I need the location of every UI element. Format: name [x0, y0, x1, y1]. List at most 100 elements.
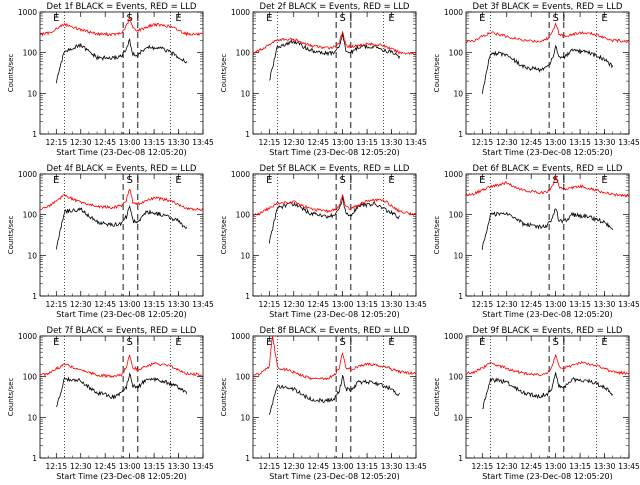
marker-label: E: [388, 13, 394, 24]
x-tick-label: 13:45: [405, 138, 427, 147]
y-tick-label: 1: [32, 130, 37, 139]
y-tick-label: 1000: [231, 332, 250, 341]
x-axis-label: Start Time (23-Dec-08 12:05:20): [56, 472, 187, 480]
y-axis-label: Counts/sec: [433, 378, 441, 417]
events-series-line: [268, 375, 400, 415]
marker-label: E: [388, 337, 394, 348]
marker-label: I: [562, 13, 565, 24]
x-tick-label: 12:45: [520, 300, 542, 309]
x-tick-label: 12:45: [94, 138, 116, 147]
marker-label: E: [479, 13, 485, 24]
x-tick-label: 12:45: [307, 138, 329, 147]
x-tick-label: 12:45: [307, 462, 329, 471]
x-axis-label: Start Time (23-Dec-08 12:05:20): [482, 472, 613, 480]
x-tick-label: 13:00: [332, 138, 354, 147]
marker-label: E: [388, 175, 394, 186]
y-tick-label: 100: [23, 211, 38, 220]
x-axis-label: Start Time (23-Dec-08 12:05:20): [482, 310, 613, 319]
y-tick-label: 1: [458, 292, 463, 301]
x-tick-label: 13:45: [192, 300, 214, 309]
y-tick-label: 1000: [444, 8, 463, 17]
marker-label: E: [266, 175, 272, 186]
marker-label: I: [562, 175, 565, 186]
x-tick-label: 12:15: [258, 462, 280, 471]
x-tick-label: 12:30: [70, 462, 92, 471]
x-tick-label: 13:45: [618, 138, 640, 147]
lld-series-line: [252, 335, 417, 381]
marker-label: E: [175, 13, 181, 24]
y-tick-label: 1: [458, 130, 463, 139]
x-axis-label: Start Time (23-Dec-08 12:05:20): [56, 310, 187, 319]
lld-series-line: [465, 174, 630, 198]
y-tick-label: 10: [27, 251, 37, 260]
x-tick-label: 13:45: [405, 462, 427, 471]
x-tick-label: 13:30: [381, 138, 403, 147]
events-series-line: [481, 208, 614, 250]
marker-label: I: [136, 175, 139, 186]
y-tick-label: 10: [27, 89, 37, 98]
x-tick-label: 13:30: [594, 462, 616, 471]
y-tick-label: 1: [458, 454, 463, 463]
x-tick-label: 12:15: [45, 300, 67, 309]
marker-label: I: [136, 13, 139, 24]
subplot-title: Det 7f BLACK = Events, RED = LLD: [47, 326, 197, 336]
x-tick-label: 13:30: [594, 138, 616, 147]
events-series-line: [482, 372, 614, 409]
y-tick-label: 1000: [444, 332, 463, 341]
x-tick-label: 13:15: [569, 138, 591, 147]
x-axis-label: Start Time (23-Dec-08 12:05:20): [269, 148, 400, 157]
y-tick-label: 10: [27, 413, 37, 422]
x-tick-label: 13:15: [569, 300, 591, 309]
x-tick-label: 12:45: [520, 462, 542, 471]
lld-series-line: [39, 188, 204, 212]
x-tick-label: 13:00: [545, 138, 567, 147]
y-tick-label: 10: [240, 89, 250, 98]
subplot-det-3: Det 3f BLACK = Events, RED = LLD 1 10 100 10…: [433, 2, 640, 157]
y-tick-label: 1000: [18, 170, 37, 179]
y-axis-label: Counts/sec: [7, 54, 15, 93]
lld-series-line: [465, 22, 630, 44]
x-tick-label: 13:30: [381, 300, 403, 309]
lld-series-line: [39, 354, 204, 379]
marker-label: E: [601, 175, 607, 186]
y-tick-label: 1000: [444, 170, 463, 179]
y-tick-label: 1000: [231, 170, 250, 179]
x-tick-label: 12:15: [471, 300, 493, 309]
x-tick-label: 13:45: [618, 462, 640, 471]
x-tick-label: 12:45: [520, 138, 542, 147]
marker-label: E: [479, 175, 485, 186]
marker-label: E: [479, 337, 485, 348]
marker-label: E: [266, 13, 272, 24]
marker-label: I: [562, 337, 565, 348]
x-tick-label: 12:30: [496, 300, 518, 309]
x-tick-label: 12:30: [283, 300, 305, 309]
x-tick-label: 12:30: [283, 138, 305, 147]
x-axis-label: Start Time (23-Dec-08 12:05:20): [56, 148, 187, 157]
marker-label: I: [349, 175, 352, 186]
events-series-line: [481, 44, 614, 94]
y-tick-label: 100: [23, 373, 38, 382]
x-tick-label: 12:15: [258, 300, 280, 309]
x-tick-label: 13:00: [332, 462, 354, 471]
subplot-det-7: Det 7f BLACK = Events, RED = LLD 1 10 100 10…: [7, 326, 214, 481]
marker-label: E: [53, 13, 59, 24]
subplot-det-2: Det 2f BLACK = Events, RED = LLD 1 10 100 10…: [220, 2, 427, 157]
y-axis-label: Counts/sec: [433, 54, 441, 93]
x-tick-label: 13:15: [356, 138, 378, 147]
x-tick-label: 12:45: [94, 300, 116, 309]
x-tick-label: 13:00: [119, 300, 141, 309]
y-tick-label: 10: [453, 413, 463, 422]
marker-label: I: [349, 13, 352, 24]
x-tick-label: 13:15: [143, 300, 165, 309]
x-tick-label: 13:45: [618, 300, 640, 309]
x-tick-label: 13:45: [192, 138, 214, 147]
lld-series-line: [465, 353, 630, 377]
marker-label: S: [552, 337, 558, 348]
x-tick-label: 13:00: [545, 300, 567, 309]
x-tick-label: 13:30: [168, 462, 190, 471]
x-tick-label: 12:15: [471, 462, 493, 471]
x-tick-label: 12:45: [307, 300, 329, 309]
subplot-title: Det 8f BLACK = Events, RED = LLD: [260, 326, 410, 336]
subplot-title: Det 4f BLACK = Events, RED = LLD: [47, 164, 197, 174]
subplot-title: Det 2f BLACK = Events, RED = LLD: [260, 2, 410, 12]
